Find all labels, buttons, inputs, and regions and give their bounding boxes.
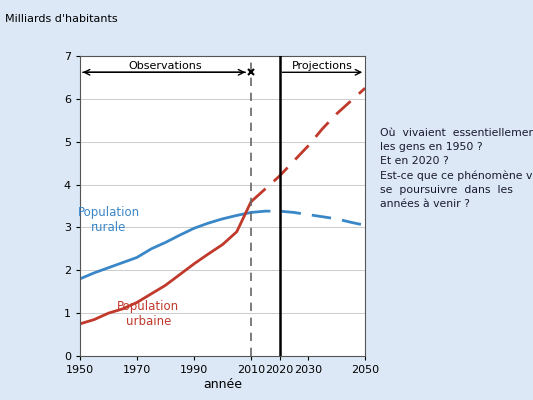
Text: Projections: Projections (292, 60, 353, 70)
Text: Où  vivaient  essentiellement
les gens en 1950 ?
Et en 2020 ?
Est-ce que ce phén: Où vivaient essentiellement les gens en … (380, 128, 533, 209)
Text: Milliards d'habitants: Milliards d'habitants (5, 14, 118, 24)
X-axis label: année: année (203, 378, 242, 391)
Text: Population
rurale: Population rurale (77, 206, 140, 234)
Text: Population
urbaine: Population urbaine (117, 300, 180, 328)
Text: Observations: Observations (128, 60, 203, 70)
